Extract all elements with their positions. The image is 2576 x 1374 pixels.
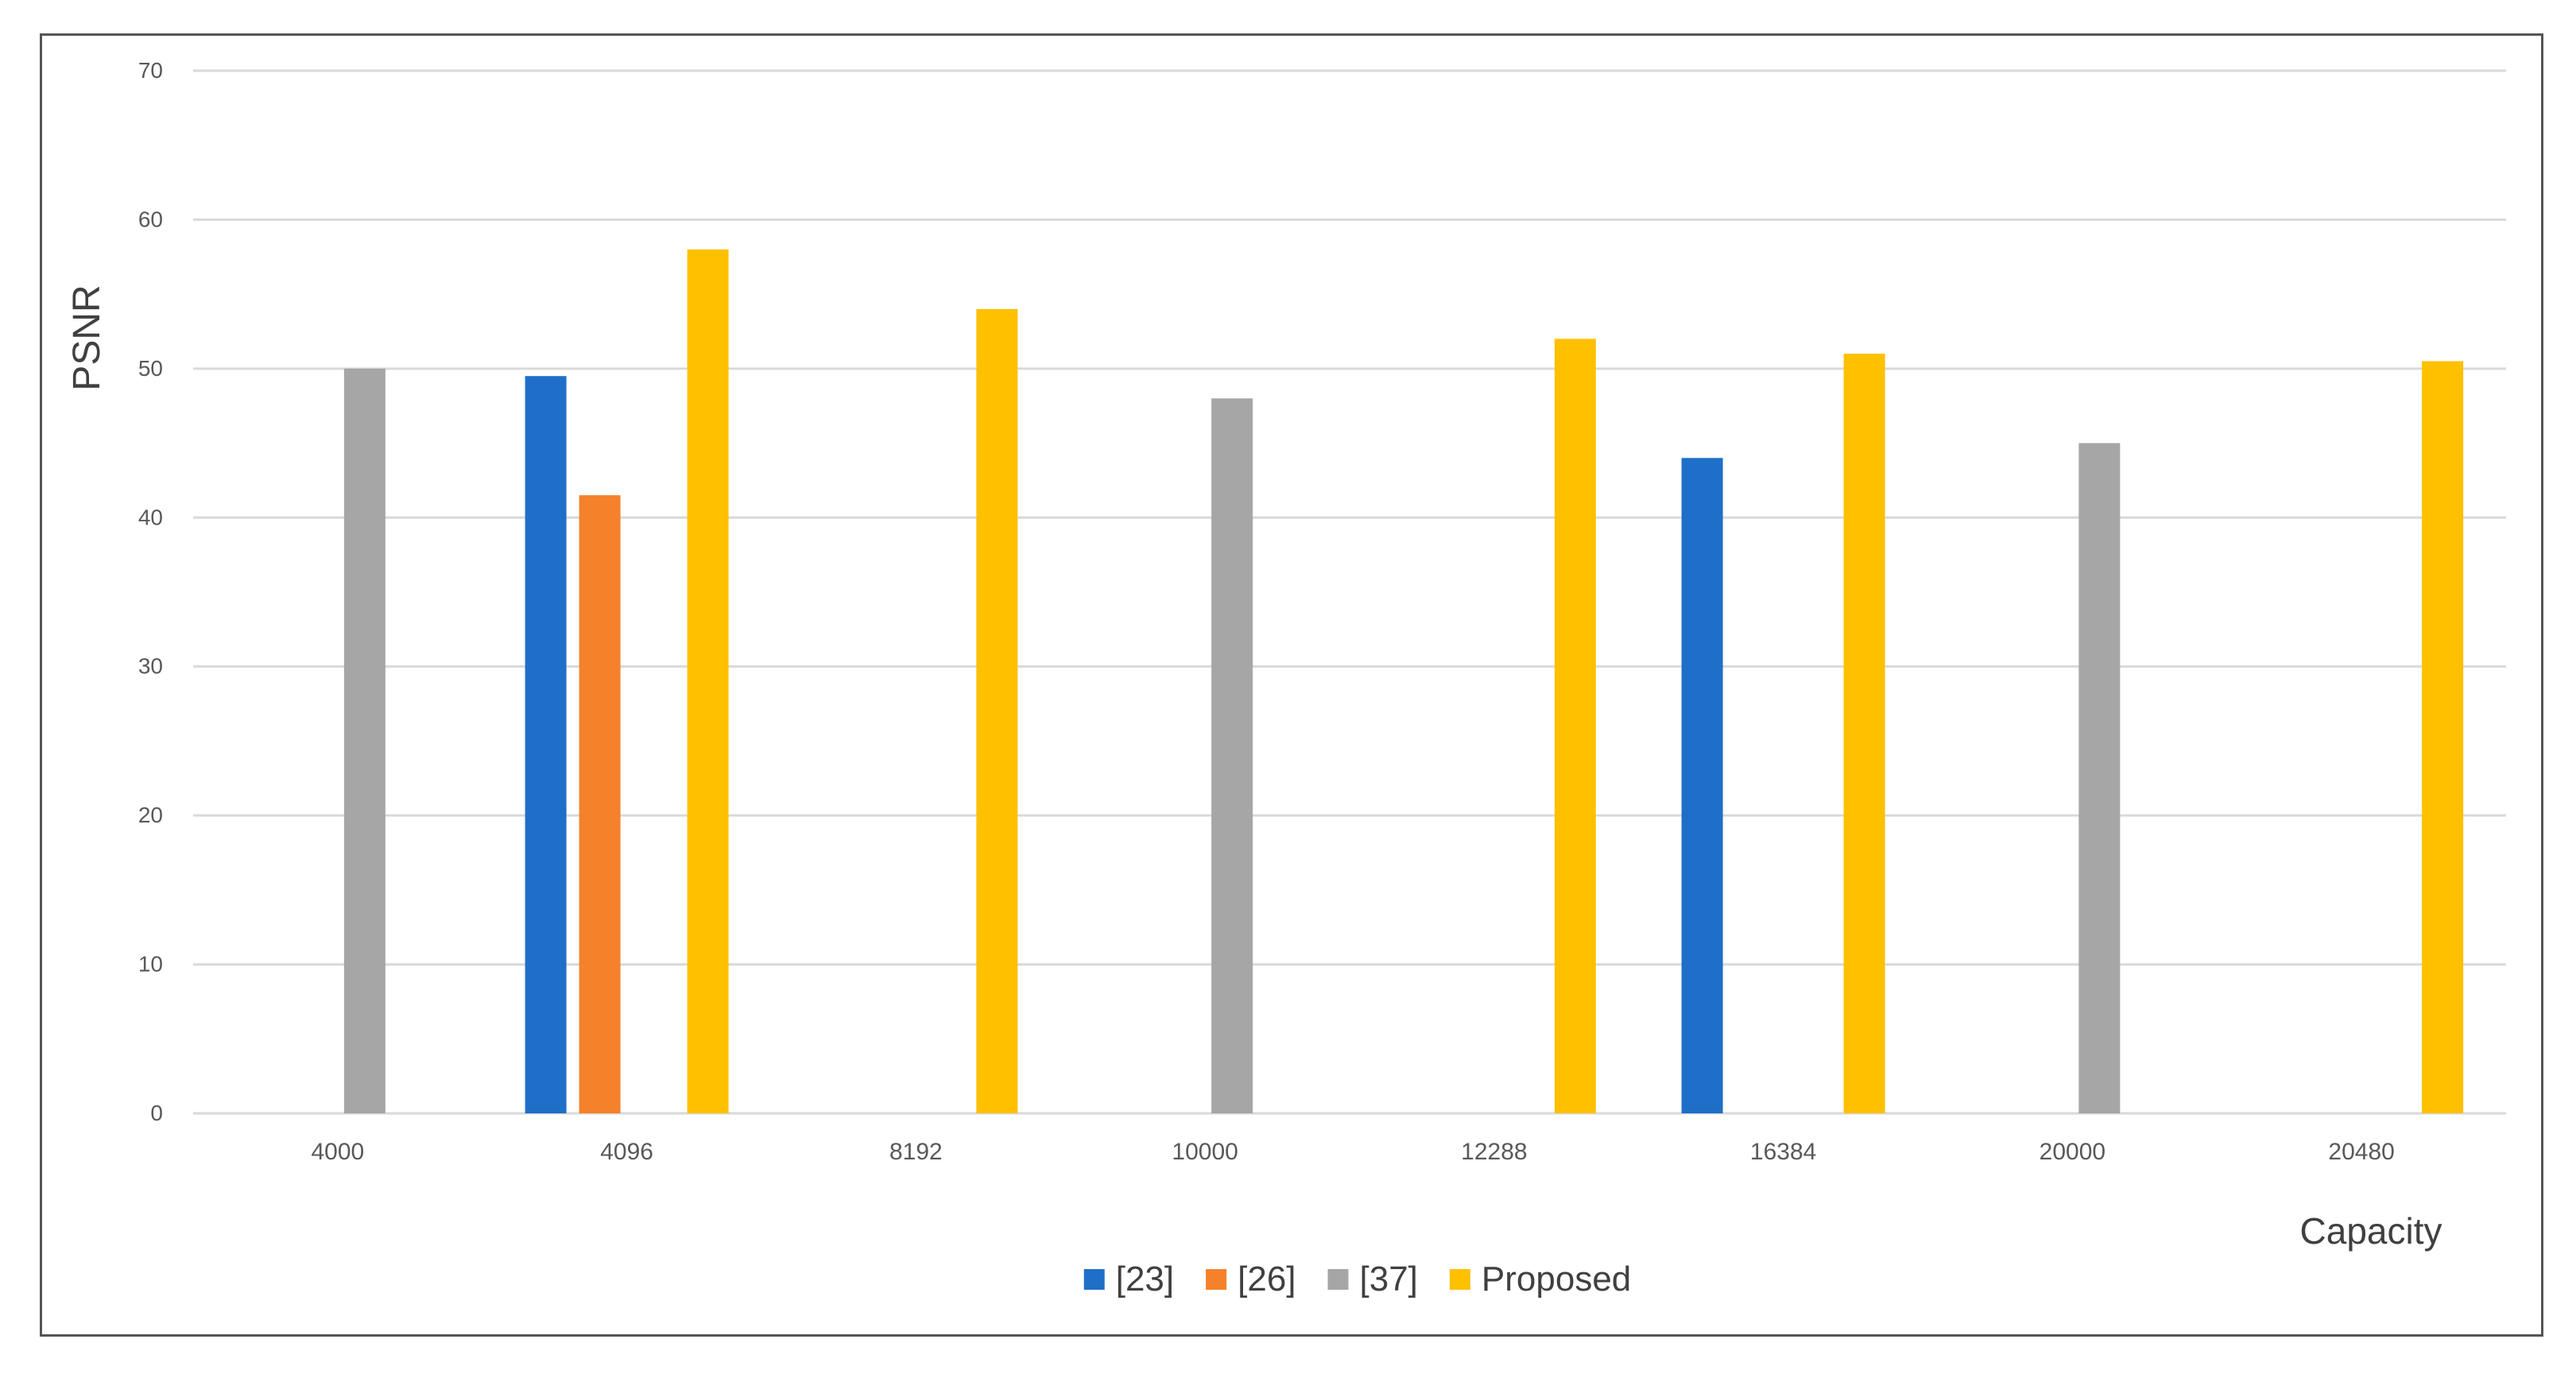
bar [1554,339,1596,1113]
legend-swatch [1206,1269,1227,1290]
bar [343,368,385,1113]
y-tick-label: 30 [138,654,163,679]
bar [1211,398,1253,1113]
x-tick-label: 20480 [2328,1139,2394,1165]
legend: [23] [26] [37] Proposed [1083,1260,1631,1299]
x-axis-label: Capacity [2300,1210,2442,1252]
bar [1681,458,1723,1113]
bar [525,376,567,1113]
legend-label: [23] [1116,1260,1174,1299]
y-tick-label: 0 [150,1101,163,1125]
y-tick-labels: 0 10 20 30 40 50 60 70 [138,58,163,1125]
y-tick-label: 70 [138,58,163,83]
legend-label: [26] [1238,1260,1296,1299]
legend-label: [37] [1360,1260,1418,1299]
x-tick-label: 8192 [889,1139,943,1165]
x-tick-labels: 4000 4096 8192 10000 12288 16384 20000 20480 [312,1139,2395,1165]
gridlines [193,69,2506,1115]
y-tick-label: 50 [138,356,163,381]
bar [2078,443,2121,1113]
x-tick-label: 16384 [1750,1139,1816,1165]
x-tick-label: 20000 [2039,1139,2105,1165]
x-tick-label: 4096 [600,1139,653,1165]
y-tick-label: 20 [138,803,163,827]
legend-swatch [1449,1269,1470,1290]
bar [2422,361,2464,1113]
y-axis-label: PSNR [66,284,108,390]
bar [976,308,1018,1113]
x-tick-label: 4000 [312,1139,365,1165]
y-tick-label: 40 [138,505,163,529]
legend-swatch [1083,1269,1105,1290]
bar-chart: 0 10 20 30 40 50 60 70 4000 4096 8192 10000 12288 16… [66,58,2506,1299]
x-tick-label: 12288 [1461,1139,1527,1165]
bar [1843,354,1885,1114]
bar [579,495,621,1113]
legend-swatch [1327,1269,1349,1290]
chart-frame: 0 10 20 30 40 50 60 70 4000 4096 8192 10000 12288 16… [40,33,2543,1337]
legend-label: Proposed [1482,1260,1631,1299]
bars [343,249,2464,1114]
x-tick-label: 10000 [1172,1139,1238,1165]
y-tick-label: 60 [138,207,163,231]
y-tick-label: 10 [138,952,163,977]
bar [687,249,729,1113]
